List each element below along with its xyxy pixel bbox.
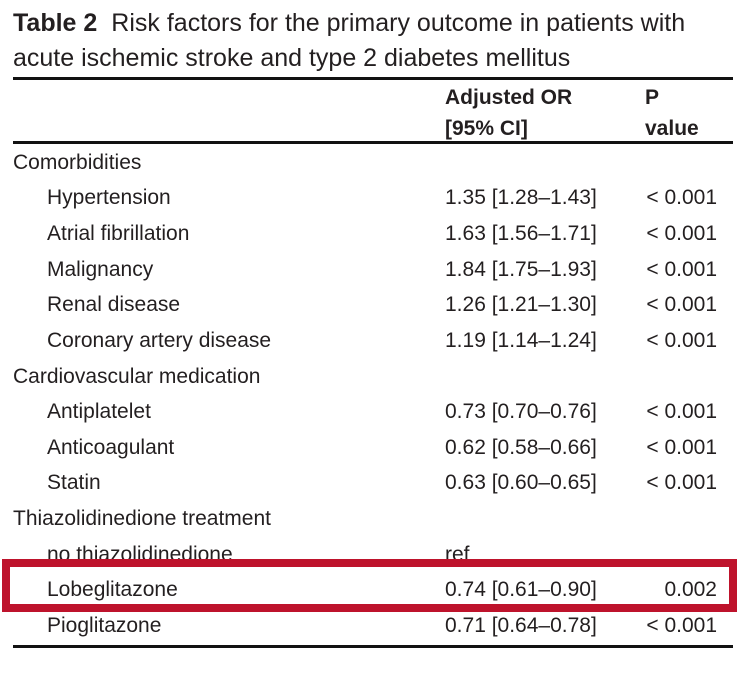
p-value: < 0.001 [646,222,717,246]
row-label: Anticoagulant [47,435,175,459]
p-value: < 0.001 [646,186,717,210]
table-row: Renal disease 1.26 [1.21–1.30] < 0.001 [0,288,743,324]
or-value: 1.26 [1.21–1.30] [445,293,597,317]
column-header-p-line2: value [645,117,699,140]
or-value: 0.73 [0.70–0.76] [445,400,597,424]
table-row: Coronary artery disease 1.19 [1.14–1.24]… [0,323,743,359]
p-value: < 0.001 [646,257,717,281]
column-header-p-line1: P [645,86,660,109]
p-value: < 0.001 [646,613,717,637]
table-row-section: Thiazolidinedione treatment [0,501,743,537]
or-value: 1.84 [1.75–1.93] [445,257,597,281]
or-value: 0.71 [0.64–0.78] [445,613,597,637]
table-title-line2: acute ischemic stroke and type 2 diabete… [13,44,571,72]
column-header-or-line1: Adjusted OR [445,86,573,109]
or-value: 1.63 [1.56–1.71] [445,222,597,246]
row-label: Atrial fibrillation [47,222,190,246]
table-header-row: Adjusted OR [95% CI] P value [0,82,743,141]
table-row: Antiplatelet 0.73 [0.70–0.76] < 0.001 [0,394,743,430]
row-label: Renal disease [47,293,181,317]
column-header-p-value: P value [645,82,699,144]
table-body: Comorbidities Hypertension 1.35 [1.28–1.… [0,145,743,644]
p-value: < 0.001 [646,435,717,459]
p-value: < 0.001 [646,328,717,352]
or-value: 1.35 [1.28–1.43] [445,186,597,210]
row-label: Comorbidities [13,150,142,174]
row-label: Thiazolidinedione treatment [13,507,271,531]
table-row: Anticoagulant 0.62 [0.58–0.66] < 0.001 [0,430,743,466]
row-label: Statin [47,471,101,495]
table-row: Atrial fibrillation 1.63 [1.56–1.71] < 0… [0,216,743,252]
table-row-section: Cardiovascular medication [0,359,743,395]
table-title-line1: Risk factors for the primary outcome in … [111,9,686,37]
column-header-or-line2: [95% CI] [445,117,528,140]
p-value: < 0.001 [646,293,717,317]
table-row: Malignancy 1.84 [1.75–1.93] < 0.001 [0,252,743,288]
or-value: 1.19 [1.14–1.24] [445,328,597,352]
or-value: 0.63 [0.60–0.65] [445,471,597,495]
table-row: Pioglitazone 0.71 [0.64–0.78] < 0.001 [0,608,743,644]
table-row: no thiazolidinedione ref [0,537,743,573]
row-label: Pioglitazone [47,613,162,637]
bottom-rule-divider [13,645,733,648]
table-row-section: Comorbidities [0,145,743,181]
or-value: 0.62 [0.58–0.66] [445,435,597,459]
table-number-label: Table 2 [13,9,98,37]
p-value: 0.002 [664,578,717,602]
table-row: Hypertension 1.35 [1.28–1.43] < 0.001 [0,181,743,217]
row-label: Hypertension [47,186,171,210]
or-value: 0.74 [0.61–0.90] [445,578,597,602]
row-label: Cardiovascular medication [13,364,261,388]
p-value: < 0.001 [646,400,717,424]
table-row-highlighted: Lobeglitazone 0.74 [0.61–0.90] 0.002 [0,573,743,609]
row-label: no thiazolidinedione [47,542,233,566]
column-header-adjusted-or: Adjusted OR [95% CI] [445,82,572,144]
p-value: < 0.001 [646,471,717,495]
row-label: Malignancy [47,257,154,281]
row-label: Antiplatelet [47,400,151,424]
table-title: Table 2 Risk factors for the primary outc… [13,6,733,76]
top-rule-divider [13,77,733,80]
table-row: Statin 0.63 [0.60–0.65] < 0.001 [0,466,743,502]
header-rule-divider [13,141,733,144]
row-label: Lobeglitazone [47,578,178,602]
row-label: Coronary artery disease [47,328,272,352]
or-value: ref [445,542,470,566]
